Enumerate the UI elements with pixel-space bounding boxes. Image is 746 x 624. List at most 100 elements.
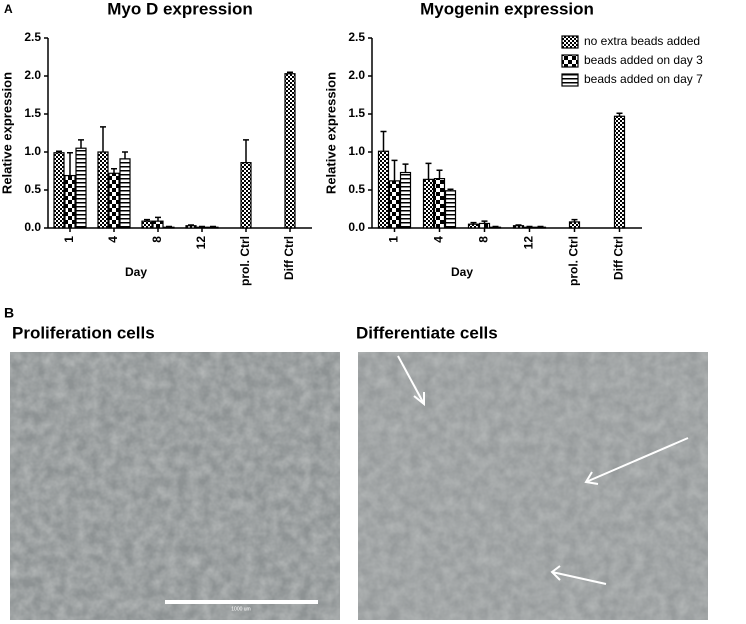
arrows [397, 355, 689, 585]
error-bar [188, 224, 194, 226]
bar [399, 171, 412, 229]
micrograph [358, 352, 708, 620]
y-tick-label: 1.5 [348, 106, 365, 120]
image-title: Proliferation cells [12, 323, 155, 342]
image-title: Differentiate cells [356, 323, 498, 342]
error-bar [144, 218, 150, 222]
legend-label: beads added on day 7 [584, 72, 703, 86]
bar [377, 150, 390, 229]
x-tick-label: prol. Ctrl [567, 236, 581, 286]
error-bar [111, 167, 117, 174]
bar [467, 223, 480, 229]
y-tick-label: 0.0 [348, 220, 365, 234]
error-bar [380, 130, 387, 152]
chart-title: Myogenin expression [420, 0, 594, 18]
bar [240, 162, 252, 229]
panel-label: A [4, 2, 13, 16]
bar [64, 174, 76, 229]
bar [613, 115, 626, 229]
bar [152, 220, 164, 229]
bar [444, 190, 457, 229]
x-tick-label: 1 [62, 236, 76, 243]
y-tick-label: 2.0 [348, 68, 365, 82]
y-tick-label: 0.5 [348, 182, 365, 196]
error-bar [425, 162, 432, 180]
error-bar [391, 159, 398, 181]
error-bar [155, 216, 161, 222]
error-bar [210, 225, 216, 228]
x-tick-label: prol. Ctrl [238, 236, 252, 286]
error-bar [100, 126, 106, 152]
error-bar [166, 225, 172, 228]
bar [163, 226, 175, 229]
bar [284, 73, 296, 229]
bar [196, 226, 208, 229]
x-axis-label: Day [451, 265, 473, 279]
error-bar [287, 71, 293, 74]
error-bar [537, 225, 544, 228]
x-tick-label: 12 [194, 236, 208, 250]
bar [119, 158, 131, 229]
bar [512, 225, 525, 229]
error-bar [67, 152, 73, 176]
bar [185, 225, 197, 229]
micrograph [10, 352, 340, 620]
bar [53, 152, 65, 229]
y-tick-label: 0.5 [24, 182, 41, 196]
y-tick-label: 0.0 [24, 220, 41, 234]
error-bar [616, 112, 623, 117]
bar [489, 226, 502, 229]
panel-label: B [4, 305, 14, 321]
error-bar [492, 225, 499, 228]
x-tick-label: Diff Ctrl [612, 236, 626, 280]
legend-swatch [561, 73, 579, 87]
legend-swatch [561, 54, 579, 68]
bar [478, 222, 491, 229]
y-tick-label: 2.0 [24, 68, 41, 82]
error-bar [436, 169, 443, 179]
x-tick-label: 12 [522, 236, 536, 250]
bar [75, 147, 87, 229]
error-bar [78, 139, 84, 149]
error-bar [447, 188, 454, 191]
bar [523, 226, 536, 229]
error-bar [470, 221, 477, 225]
bar [433, 178, 446, 229]
bar [534, 226, 547, 229]
chart-title: Myo D expression [107, 0, 253, 18]
legend-label: beads added on day 3 [584, 53, 703, 67]
error-bar [571, 218, 578, 222]
x-tick-label: Diff Ctrl [282, 236, 296, 280]
x-tick-label: 4 [432, 236, 446, 243]
error-bar [402, 163, 409, 173]
error-bar [515, 224, 522, 226]
error-bar [243, 139, 249, 163]
error-bar [122, 151, 128, 159]
y-tick-label: 1.0 [24, 144, 41, 158]
bar [108, 172, 120, 229]
bar [141, 220, 153, 229]
scale-bar-label: 1000 um [231, 606, 250, 612]
y-tick-label: 1.5 [24, 106, 41, 120]
x-tick-label: 4 [106, 236, 120, 243]
y-tick-label: 2.5 [348, 30, 365, 44]
x-tick-label: 8 [477, 236, 491, 243]
error-bar [56, 150, 62, 153]
bar [388, 180, 401, 229]
legend-swatch [561, 35, 579, 49]
bar [422, 178, 435, 229]
y-axis-label: Relative expression [323, 72, 338, 194]
y-tick-label: 2.5 [24, 30, 41, 44]
bar [568, 221, 581, 229]
x-tick-label: 8 [150, 236, 164, 243]
x-tick-label: 1 [387, 236, 401, 243]
bar [207, 226, 219, 229]
y-axis-label: Relative expression [0, 72, 14, 194]
error-bar [199, 225, 205, 228]
error-bar [481, 220, 488, 224]
y-tick-label: 1.0 [348, 144, 365, 158]
error-bar [526, 225, 533, 228]
x-axis-label: Day [125, 265, 147, 279]
bar [97, 151, 109, 229]
